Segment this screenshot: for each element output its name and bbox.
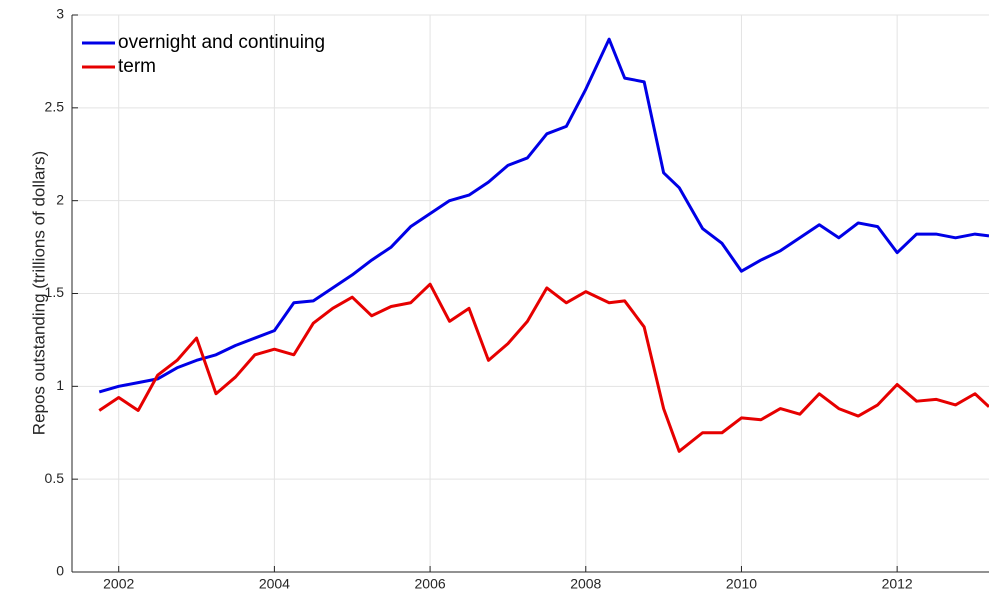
y-tick-label: 2 — [56, 191, 64, 207]
y-tick-label: 3 — [56, 6, 64, 22]
y-axis-label: Repos outstanding (trillions of dollars) — [29, 151, 48, 435]
y-tick-label: 1 — [56, 377, 64, 393]
y-tick-label: 0 — [56, 563, 64, 579]
y-tick-label: 2.5 — [45, 99, 65, 115]
y-tick-label: 1.5 — [45, 284, 65, 300]
y-tick-label: 0.5 — [45, 470, 65, 486]
series-line — [98, 37, 989, 394]
legend-label: term — [118, 56, 156, 77]
x-tick-label: 2004 — [259, 576, 290, 592]
x-tick-label: 2010 — [726, 576, 757, 592]
x-tick-label: 2002 — [103, 576, 134, 592]
x-tick-label: 2006 — [415, 576, 446, 592]
x-tick-label: 2012 — [882, 576, 913, 592]
series-line — [98, 282, 989, 453]
legend-label: overnight and continuing — [118, 32, 325, 53]
x-tick-label: 2008 — [570, 576, 601, 592]
